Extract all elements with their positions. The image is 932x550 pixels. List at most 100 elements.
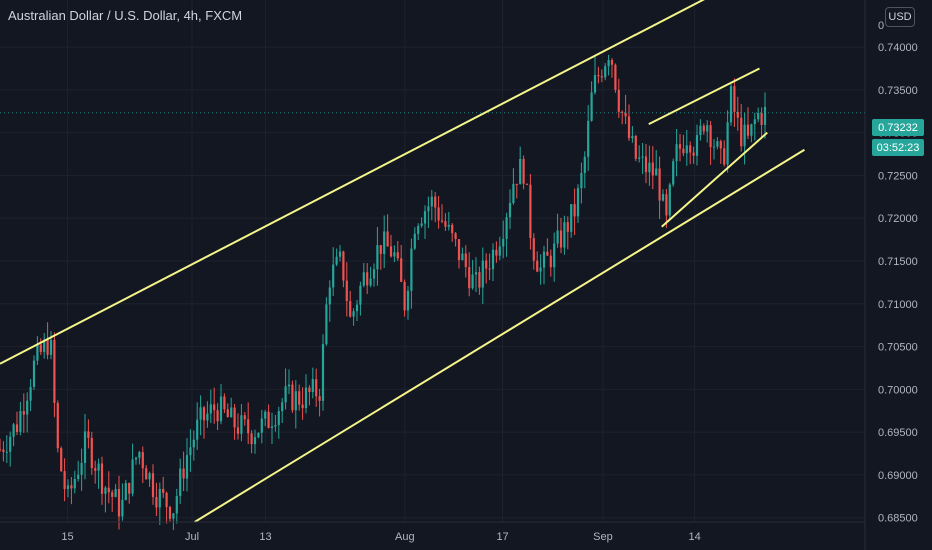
price-tick-label: 0.69500 <box>878 427 918 439</box>
candle-body <box>151 473 155 498</box>
candle-body <box>525 183 529 185</box>
candle-body <box>665 194 668 216</box>
candle-body <box>36 344 39 361</box>
trendline-drawings[interactable] <box>0 0 805 523</box>
candle-body <box>240 415 243 434</box>
candle-body <box>22 411 25 415</box>
candle-body <box>226 409 229 418</box>
candle-body <box>114 489 117 497</box>
candle-body <box>590 92 593 121</box>
candle-body <box>583 156 586 174</box>
candle-body <box>362 272 365 286</box>
candle-body <box>376 245 379 270</box>
candle-body <box>179 468 182 496</box>
candle-body <box>447 224 450 227</box>
candle-body <box>318 396 321 401</box>
candle-body <box>162 488 165 493</box>
price-tick-label: 0.68500 <box>878 513 918 525</box>
candle-body <box>77 474 80 480</box>
candle-body <box>502 238 505 247</box>
price-tick-label: 0.74000 <box>878 42 918 54</box>
candle-body <box>332 264 335 288</box>
candle-body <box>444 221 447 227</box>
candle-body <box>264 411 267 419</box>
candle-body <box>284 386 287 403</box>
candle-body <box>573 204 576 217</box>
candle-body <box>298 391 301 405</box>
candle-body <box>270 426 274 428</box>
candle-body <box>576 188 580 217</box>
candle-body <box>753 119 756 125</box>
candle-body <box>740 117 743 147</box>
countdown-label: 03:52:23 <box>872 139 924 156</box>
candle-body <box>746 124 750 136</box>
candle-body <box>369 278 372 286</box>
candle-body <box>12 424 15 437</box>
candle-body <box>315 379 318 397</box>
currency-button[interactable]: USD <box>885 7 915 27</box>
trendline-wedge-bottom[interactable] <box>661 131 768 228</box>
candle-body <box>291 384 294 411</box>
candle-body <box>461 253 464 261</box>
candle-body <box>515 183 518 185</box>
candle-body <box>403 281 406 311</box>
candle-body <box>471 274 474 289</box>
candle-body <box>121 499 124 517</box>
price-tick-label: 0.70500 <box>878 342 918 354</box>
time-tick-label: Jul <box>185 531 199 543</box>
price-tick-label: 0.72000 <box>878 213 918 225</box>
trendline-wedge-top[interactable] <box>648 67 760 125</box>
candle-body <box>134 457 138 460</box>
candle-body <box>495 249 498 256</box>
trendline-channel-lower[interactable] <box>194 148 805 523</box>
candle-body <box>689 145 692 153</box>
candle-body <box>43 339 46 353</box>
candle-body <box>644 156 648 173</box>
time-axis[interactable]: 15 Jul 13 Aug 17 Sep 14 <box>61 531 700 543</box>
candle-body <box>372 269 376 279</box>
candle-body <box>546 251 549 256</box>
candle-body <box>685 145 688 154</box>
candle-body <box>260 418 263 433</box>
candle-body <box>124 482 127 500</box>
candle-body <box>15 424 19 432</box>
candle-body <box>250 433 253 445</box>
candle-body <box>736 111 739 118</box>
candle-body <box>199 407 202 420</box>
candle-body <box>141 452 144 469</box>
candle-body <box>536 260 539 272</box>
price-axis[interactable]: 0.68500 0.69000 0.69500 0.70000 0.70500 0.710… <box>878 20 918 525</box>
candle-body <box>559 230 563 248</box>
candle-body <box>277 411 280 425</box>
candle-body <box>532 238 535 261</box>
trendline-channel-upper[interactable] <box>0 0 711 365</box>
candle-body <box>138 452 141 458</box>
candle-body <box>97 463 100 471</box>
price-tick-label: 0.71500 <box>878 256 918 268</box>
candle-body <box>100 463 104 494</box>
candle-body <box>675 144 678 162</box>
candle-body <box>168 507 172 519</box>
candle-body <box>196 419 199 440</box>
candle-body <box>148 473 151 480</box>
candle-body <box>750 124 753 136</box>
candle-body <box>29 386 32 401</box>
candle-body <box>304 387 308 409</box>
candle-body <box>209 404 212 414</box>
candle-body <box>5 451 8 453</box>
candle-body <box>311 379 314 393</box>
candle-body <box>213 404 216 411</box>
candle-body <box>498 246 501 256</box>
candle-body <box>189 447 192 456</box>
candle-body <box>66 485 70 490</box>
candle-body <box>597 75 600 77</box>
candle-body <box>386 231 389 247</box>
candle-body <box>522 158 525 184</box>
candle-body <box>192 439 195 448</box>
candle-body <box>508 203 512 218</box>
candle-body <box>760 113 763 125</box>
candle-body <box>512 183 515 204</box>
candlestick-series[interactable] <box>0 54 767 530</box>
candle-body <box>321 344 325 401</box>
